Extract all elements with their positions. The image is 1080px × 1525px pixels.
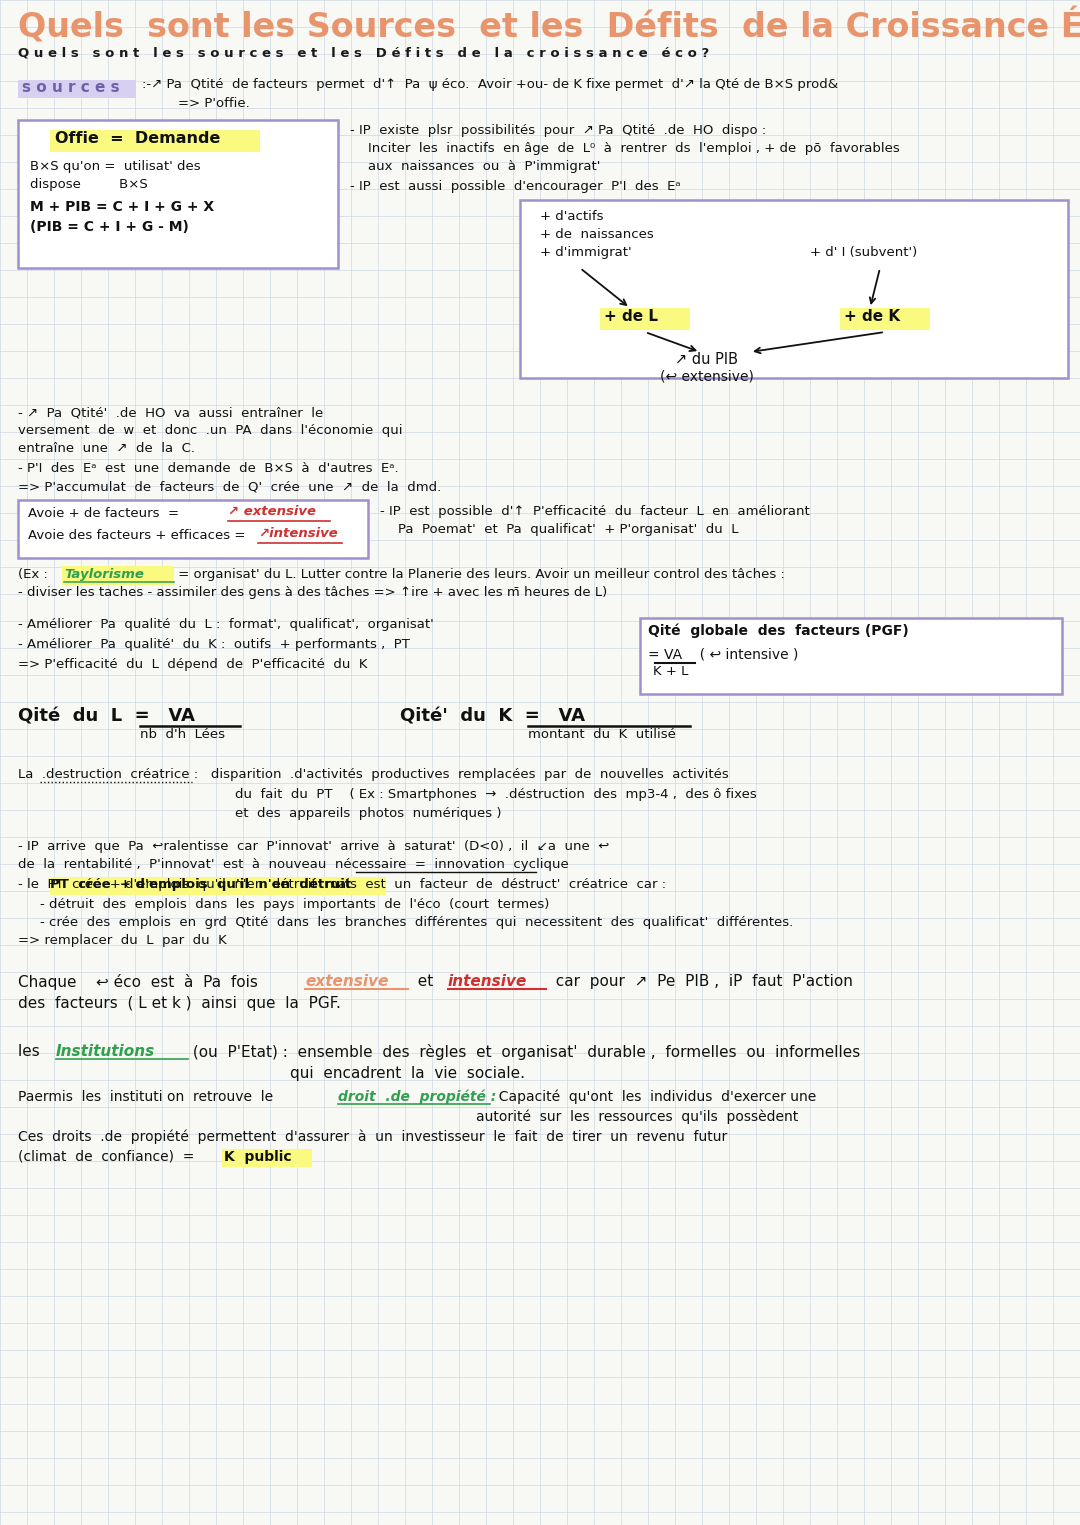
Text: (climat  de  confiance)  =: (climat de confiance) =: [18, 1150, 203, 1164]
Text: (ou  P'Etat) :  ensemble  des  règles  et  organisat'  durable ,  formelles  ou : (ou P'Etat) : ensemble des règles et org…: [188, 1045, 861, 1060]
FancyBboxPatch shape: [640, 618, 1062, 694]
Text: - IP  existe  plsr  possibilités  pour  ↗ Pa  Qtité  .de  HO  dispo :: - IP existe plsr possibilités pour ↗ Pa …: [350, 124, 766, 137]
Text: = organisat' du L. Lutter contre la Planerie des leurs. Avoir un meilleur contro: = organisat' du L. Lutter contre la Plan…: [174, 567, 785, 581]
Text: Chaque    ↩ éco  est  à  Pa  fois: Chaque ↩ éco est à Pa fois: [18, 974, 268, 990]
Text: versement  de  w  et  donc  .un  PA  dans  l'économie  qui: versement de w et donc .un PA dans l'éco…: [18, 424, 403, 438]
Text: - P'I  des  Eᵃ  est  une  demande  de  B×S  à  d'autres  Eᵃ.: - P'I des Eᵃ est une demande de B×S à d'…: [18, 462, 399, 474]
Text: Capacité  qu'ont  les  individus  d'exercer une: Capacité qu'ont les individus d'exercer …: [490, 1090, 816, 1104]
FancyBboxPatch shape: [840, 308, 930, 329]
Text: => remplacer  du  L  par  du  K: => remplacer du L par du K: [18, 933, 227, 947]
Text: PT  crée  + d'emplois  qu'il  n'en  détruit: PT crée + d'emplois qu'il n'en détruit: [50, 878, 351, 891]
Text: qui  encadrent  la  vie  sociale.: qui encadrent la vie sociale.: [291, 1066, 525, 1081]
Text: - le  PT  crée  + d'emplois  qu'il  n'en  détruit  mais  est  un  facteur  de  d: - le PT crée + d'emplois qu'il n'en détr…: [18, 878, 666, 891]
Text: Institutions: Institutions: [56, 1045, 156, 1058]
Text: + d'immigrat': + d'immigrat': [540, 246, 632, 259]
Text: + d' I (subvent'): + d' I (subvent'): [810, 246, 917, 259]
Text: - ↗  Pa  Qtité'  .de  HO  va  aussi  entraîner  le: - ↗ Pa Qtité' .de HO va aussi entraîner …: [18, 406, 323, 419]
Text: - crée  des  emplois  en  grd  Qtité  dans  les  branches  différentes  qui  nec: - crée des emplois en grd Qtité dans les…: [40, 917, 793, 929]
Text: - IP  est  aussi  possible  d'encourager  P'I  des  Eᵃ: - IP est aussi possible d'encourager P'I…: [350, 180, 680, 194]
Text: :-↗ Pa  Qtité  de facteurs  permet  d'↑  Pa  ψ éco.  Avoir +ou- de K fixe permet: :-↗ Pa Qtité de facteurs permet d'↑ Pa ψ…: [141, 78, 838, 92]
Text: (↩ extensive): (↩ extensive): [660, 371, 754, 384]
Text: Taylorisme: Taylorisme: [64, 567, 144, 581]
Text: et  des  appareils  photos  numériques ): et des appareils photos numériques ): [235, 807, 501, 820]
FancyBboxPatch shape: [600, 308, 690, 329]
FancyBboxPatch shape: [18, 500, 368, 558]
FancyBboxPatch shape: [18, 79, 136, 98]
Text: K  public: K public: [224, 1150, 292, 1164]
Text: => P'offie.: => P'offie.: [178, 98, 249, 110]
Text: = VA    ( ↩ intensive ): = VA ( ↩ intensive ): [648, 648, 798, 662]
Text: ↗intensive: ↗intensive: [258, 528, 338, 540]
Text: intensive: intensive: [448, 974, 527, 990]
Text: ↗ du PIB: ↗ du PIB: [675, 352, 738, 368]
Text: autorité  sur  les  ressources  qu'ils  possèdent: autorité sur les ressources qu'ils possè…: [476, 1110, 798, 1124]
Text: Avoie des facteurs + efficaces =: Avoie des facteurs + efficaces =: [28, 529, 249, 541]
Text: Pa  Poemat'  et  Pa  qualificat'  + P'organisat'  du  L: Pa Poemat' et Pa qualificat' + P'organis…: [399, 523, 739, 535]
Text: + de L: + de L: [604, 310, 658, 323]
Text: Offie  =  Demande: Offie = Demande: [55, 131, 220, 146]
Text: montant  du  K  utilisé: montant du K utilisé: [528, 727, 676, 741]
Text: droit  .de  propiété :: droit .de propiété :: [338, 1090, 496, 1104]
Text: M + PIB = C + I + G + X: M + PIB = C + I + G + X: [30, 200, 214, 214]
Text: - diviser les taches - assimiler des gens à des tâches => ↑ire + avec les m̄ heu: - diviser les taches - assimiler des gen…: [18, 586, 607, 599]
Text: - Améliorer  Pa  qualité'  du  K :  outifs  + performants ,  PT: - Améliorer Pa qualité' du K : outifs + …: [18, 637, 410, 651]
Text: s o u r c e s: s o u r c e s: [22, 79, 120, 95]
Text: - détruit  des  emplois  dans  les  pays  importants  de  l'éco  (court  termes): - détruit des emplois dans les pays impo…: [40, 898, 550, 910]
Text: - IP  est  possible  d'↑  P'efficacité  du  facteur  L  en  améliorant: - IP est possible d'↑ P'efficacité du fa…: [380, 505, 810, 518]
FancyBboxPatch shape: [519, 200, 1068, 378]
Text: aux  naissances  ou  à  P'immigrat': aux naissances ou à P'immigrat': [368, 160, 600, 172]
Text: du  fait  du  PT    ( Ex : Smartphones  →  .déstruction  des  mp3-4 ,  des ô fix: du fait du PT ( Ex : Smartphones → .dést…: [235, 788, 757, 801]
Text: car  pour  ↗  Pe  PIB ,  iP  faut  P'action: car pour ↗ Pe PIB , iP faut P'action: [546, 974, 853, 990]
Text: des  facteurs  ( L et k )  ainsi  que  la  PGF.: des facteurs ( L et k ) ainsi que la PGF…: [18, 996, 341, 1011]
FancyBboxPatch shape: [50, 877, 386, 895]
Text: + d'actifs: + d'actifs: [540, 210, 604, 223]
Text: Avoie + de facteurs  =: Avoie + de facteurs =: [28, 506, 188, 520]
Text: (Ex :: (Ex :: [18, 567, 52, 581]
Text: => P'efficacité  du  L  dépend  de  P'efficacité  du  K: => P'efficacité du L dépend de P'efficac…: [18, 657, 367, 671]
Text: + de K: + de K: [843, 310, 900, 323]
Text: Qité  globale  des  facteurs (PGF): Qité globale des facteurs (PGF): [648, 624, 908, 639]
Text: B×S qu'on =  utilisat' des: B×S qu'on = utilisat' des: [30, 160, 201, 172]
FancyBboxPatch shape: [222, 1148, 312, 1167]
Text: Quels  sont les Sources  et les  Défits  de la Croissance Éco?: Quels sont les Sources et les Défits de …: [18, 8, 1080, 44]
Text: K + L: K + L: [653, 665, 688, 679]
Text: entraîne  une  ↗  de  la  C.: entraîne une ↗ de la C.: [18, 442, 195, 454]
Text: Q u e l s   s o n t   l e s   s o u r c e s   e t   l e s   D é f i t s   d e   : Q u e l s s o n t l e s s o u r c e s e …: [18, 46, 710, 59]
Text: Inciter  les  inactifs  en âge  de  L⁰  à  rentrer  ds  l'emploi , + de  pō  fav: Inciter les inactifs en âge de L⁰ à rent…: [368, 142, 900, 156]
Text: Paermis  les  instituti on  retrouve  le: Paermis les instituti on retrouve le: [18, 1090, 282, 1104]
Text: et: et: [408, 974, 443, 990]
Text: Qité  du  L  =   VA: Qité du L = VA: [18, 708, 194, 726]
Text: dispose         B×S: dispose B×S: [30, 178, 148, 191]
FancyBboxPatch shape: [50, 130, 260, 152]
FancyBboxPatch shape: [18, 120, 338, 268]
Text: Ces  droits  .de  propiété  permettent  d'assurer  à  un  investisseur  le  fait: Ces droits .de propiété permettent d'ass…: [18, 1130, 727, 1144]
Text: - IP  arrive  que  Pa  ↩ralentisse  car  P'innovat'  arrive  à  saturat'  (D<0) : - IP arrive que Pa ↩ralentisse car P'inn…: [18, 840, 609, 852]
Text: Qité'  du  K  =   VA: Qité' du K = VA: [400, 708, 585, 726]
Text: La  .destruction  créatrice :   disparition  .d'activités  productives  remplacé: La .destruction créatrice : disparition …: [18, 769, 729, 781]
Text: extensive: extensive: [305, 974, 389, 990]
Text: les: les: [18, 1045, 50, 1058]
Text: => P'accumulat  de  facteurs  de  Q'  crée  une  ↗  de  la  dmd.: => P'accumulat de facteurs de Q' crée un…: [18, 480, 442, 493]
Text: - Améliorer  Pa  qualité  du  L :  format',  qualificat',  organisat': - Améliorer Pa qualité du L : format', q…: [18, 618, 434, 631]
Text: + de  naissances: + de naissances: [540, 229, 653, 241]
FancyBboxPatch shape: [62, 566, 174, 586]
Text: ↗ extensive: ↗ extensive: [228, 505, 316, 518]
Text: nb  d'h  Lées: nb d'h Lées: [140, 727, 225, 741]
Text: de  la  rentabilité ,  P'innovat'  est  à  nouveau  nécessaire  =  innovation  c: de la rentabilité , P'innovat' est à nou…: [18, 859, 569, 871]
Text: (PIB = C + I + G - M): (PIB = C + I + G - M): [30, 220, 189, 233]
